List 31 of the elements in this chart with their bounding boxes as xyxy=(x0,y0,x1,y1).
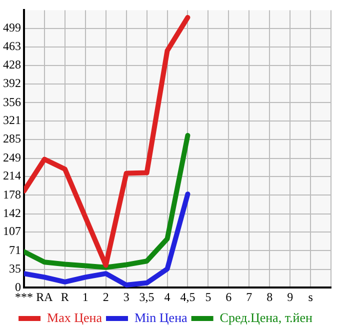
x-tick-label: 1 xyxy=(82,290,88,304)
x-tick-label: 3 xyxy=(123,290,130,304)
y-tick-label: 285 xyxy=(3,132,21,146)
legend-label: Min Цена xyxy=(134,310,188,325)
legend-label: Max Цена xyxy=(47,310,102,325)
x-tick-label: 4,5 xyxy=(180,290,196,304)
x-tick-label: 4 xyxy=(164,290,170,304)
y-tick-label: 107 xyxy=(3,224,21,238)
x-tick-label: 8 xyxy=(266,290,273,304)
x-tick-label: 6 xyxy=(226,290,232,304)
x-tick-label: s xyxy=(308,290,314,304)
y-tick-label: 214 xyxy=(3,168,21,183)
y-tick-label: 142 xyxy=(3,206,21,220)
y-tick-label: 499 xyxy=(3,20,21,35)
x-tick-label: 3,5 xyxy=(139,290,154,304)
y-tick-label: 463 xyxy=(3,39,21,54)
y-tick-label: 428 xyxy=(3,57,21,72)
x-tick-label: 9 xyxy=(287,290,294,304)
x-tick-label: 2 xyxy=(102,290,109,304)
legend-label: Сред.Цена, т.йен xyxy=(220,310,313,325)
y-tick-label: 392 xyxy=(3,76,21,90)
y-tick-label: 178 xyxy=(3,187,21,202)
y-tick-label: 249 xyxy=(3,150,21,164)
y-tick-label: 35 xyxy=(9,262,21,276)
x-tick-label: RA xyxy=(36,290,54,304)
x-tick-label: 5 xyxy=(205,290,212,304)
y-tick-label: 321 xyxy=(3,113,21,128)
y-tick-label: 71 xyxy=(9,242,21,257)
x-tick-label: 7 xyxy=(246,290,252,304)
y-tick-label: 356 xyxy=(3,94,21,109)
x-tick-label: R xyxy=(60,290,69,304)
